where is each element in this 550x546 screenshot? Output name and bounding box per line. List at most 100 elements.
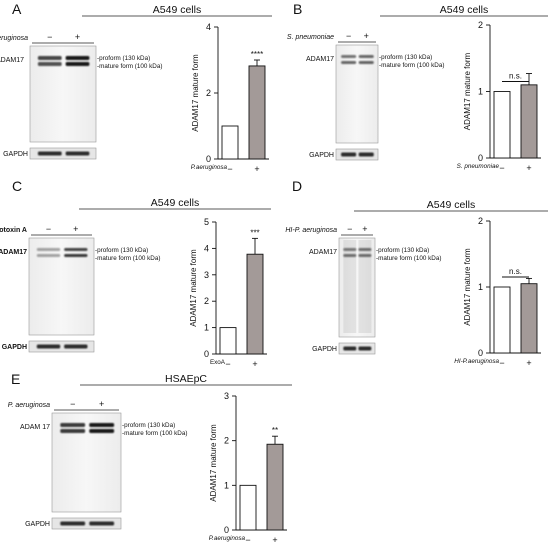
proform-label: -proform (130 kDa)	[376, 247, 429, 254]
band-mature	[65, 62, 90, 66]
cell-type-title: A549 cells	[427, 199, 475, 211]
y-tick-label: 2	[204, 296, 209, 306]
y-tick-label: 0	[206, 154, 211, 164]
proform-label: -proform (130 kDa)	[122, 422, 175, 429]
protein-label: ADAM17	[306, 56, 334, 63]
mature-form-label: -mature form (100 kDa)	[97, 63, 162, 70]
band-mature	[343, 254, 357, 257]
band-mature	[36, 254, 61, 257]
cell-type-title: HSAEpC	[165, 373, 207, 385]
bar-control	[239, 484, 257, 531]
mature-form-label: -mature form (100 kDa)	[379, 62, 444, 69]
y-tick-label: 3	[204, 270, 209, 280]
band-gapdh	[89, 521, 115, 526]
y-tick-label: 1	[478, 87, 483, 97]
protein-label: ADAM17	[0, 249, 27, 256]
x-axis-label: HI-P.aeruginosa	[454, 358, 499, 365]
lane-minus-label: −	[347, 224, 352, 234]
panel-e: E HSAEpC P. aeruginosa − + ADAM 17 -proform (1…	[8, 371, 292, 545]
band-proform	[358, 55, 374, 58]
bar-control	[221, 125, 239, 160]
loading-control-label: GAPDH	[312, 346, 337, 353]
mature-form-label: -mature form (100 kDa)	[376, 255, 441, 262]
x-axis-label: P.aeruginosa	[209, 535, 246, 542]
significance-label: **	[272, 426, 278, 435]
band-gapdh	[37, 151, 62, 156]
x-category-label: −	[245, 535, 250, 545]
y-axis-label: ADAM17 mature form	[463, 248, 472, 326]
protein-label: ADAM17	[0, 57, 24, 64]
proform-label: -proform (130 kDa)	[97, 55, 150, 62]
band-proform	[89, 423, 115, 427]
gapdh-membrane	[29, 147, 97, 160]
blot-membrane	[29, 45, 97, 143]
band-proform	[358, 248, 372, 251]
cell-type-title: A549 cells	[440, 4, 488, 16]
y-tick-label: 2	[224, 436, 229, 446]
lane-plus-label: +	[362, 224, 367, 234]
gapdh-membrane	[335, 148, 379, 161]
bar-treated	[520, 84, 538, 159]
band-gapdh	[341, 152, 357, 157]
band-proform	[343, 248, 357, 251]
band-gapdh	[358, 152, 374, 157]
x-category-label: −	[499, 358, 504, 368]
band-mature	[358, 254, 372, 257]
panel-letter: B	[293, 1, 302, 17]
lane-smear	[358, 240, 372, 333]
x-category-label: −	[499, 163, 504, 173]
y-axis-label: ADAM17 mature form	[209, 424, 218, 502]
bar-chart: 0 2 4 ADAM17 mature form − + **** P.aeruginosa	[191, 22, 269, 174]
x-category-label: +	[272, 535, 277, 545]
bar-chart: 0 1 2 ADAM17 mature form − + n.s. HI-P.aerugino…	[454, 216, 541, 368]
bar-control	[493, 286, 511, 354]
x-category-label: +	[526, 163, 531, 173]
blot-membrane	[28, 237, 95, 336]
gapdh-membrane	[338, 342, 376, 355]
band-mature	[64, 254, 88, 257]
significance-label: n.s.	[509, 72, 522, 81]
bar-chart: 0 1 2 3 4 5 ADAM17 mature form − + *** ExoA	[189, 217, 267, 369]
treatment-label-blot: S. pneumoniae	[287, 34, 334, 41]
y-tick-label: 0	[478, 348, 483, 358]
y-axis-label: ADAM17 mature form	[189, 249, 198, 327]
lane-plus-label: +	[99, 399, 104, 409]
band-gapdh	[65, 151, 90, 156]
bar-treated	[246, 253, 264, 355]
band-gapdh	[64, 344, 88, 349]
panel-c: C A549 cells Exotoxin A − + ADAM17 -proform (1…	[0, 178, 271, 369]
lane-minus-label: −	[47, 32, 52, 42]
y-tick-label: 1	[478, 282, 483, 292]
band-gapdh	[343, 346, 357, 351]
blot-membrane	[335, 44, 379, 144]
panel-a: A A549 cells P. aeruginosa − + ADAM17 -proform…	[0, 1, 272, 174]
band-proform	[37, 56, 62, 60]
y-tick-label: 2	[478, 216, 483, 226]
cell-type-title: A549 cells	[151, 197, 199, 209]
lane-minus-label: −	[46, 224, 51, 234]
band-mature	[37, 62, 62, 66]
loading-control-label: GAPDH	[2, 344, 27, 351]
bar-treated	[266, 443, 284, 531]
x-category-label: −	[225, 359, 230, 369]
panel-letter: A	[12, 1, 22, 17]
y-tick-label: 2	[206, 88, 211, 98]
loading-control-label: GAPDH	[309, 152, 334, 159]
x-category-label: +	[252, 359, 257, 369]
y-tick-label: 1	[204, 323, 209, 333]
x-category-label: +	[254, 164, 259, 174]
band-gapdh	[36, 344, 61, 349]
x-axis-label: ExoA	[210, 359, 226, 366]
significance-label: n.s.	[509, 267, 522, 276]
band-proform	[65, 56, 90, 60]
blot-membrane	[51, 412, 122, 513]
panel-letter: D	[292, 178, 302, 194]
y-tick-label: 4	[206, 22, 211, 32]
bar-treated	[248, 65, 266, 160]
treatment-label-blot: HI-P. aeruginosa	[285, 227, 337, 234]
treatment-label-blot: Exotoxin A	[0, 227, 27, 234]
bar-chart: 0 1 2 3 ADAM17 mature form − + ** P.aeruginosa	[209, 391, 287, 545]
